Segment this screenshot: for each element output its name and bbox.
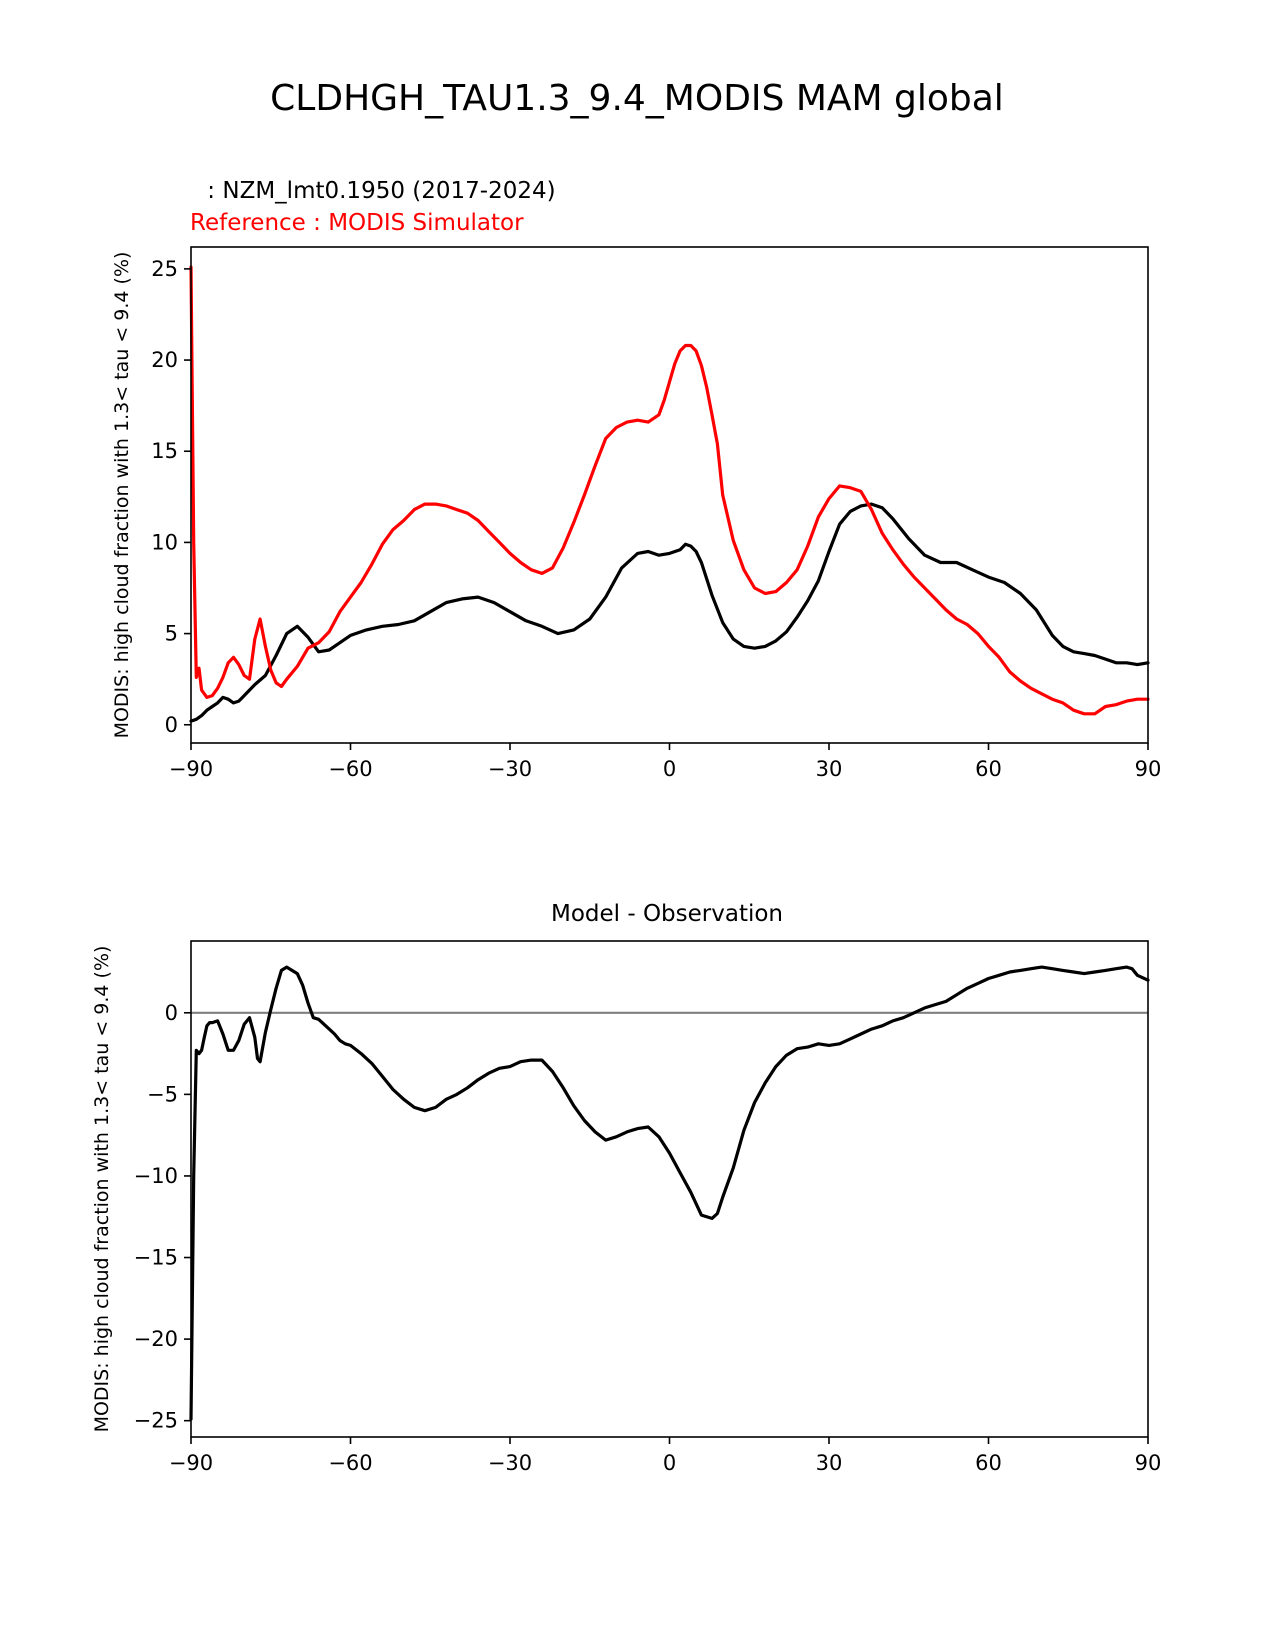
diff-x-tick-label: −90 — [169, 1451, 213, 1475]
top-x-tick-label: 90 — [1135, 757, 1162, 781]
figure-title: CLDHGH_TAU1.3_9.4_MODIS MAM global — [270, 78, 1004, 119]
diff-difference-line — [189, 965, 1150, 1421]
bottom-panel: −90 −60 −30 0 30 60 90 0 −5 −10 −15 −20 −25 MODIS: hi… — [91, 940, 1162, 1475]
model-label: : NZM_lmt0.1950 (2017-2024) — [200, 178, 556, 204]
diff-y-tick-label: 0 — [165, 1001, 178, 1025]
diff-x-tick-label: −30 — [488, 1451, 532, 1475]
top-x-tick-label: 30 — [816, 757, 843, 781]
diff-y-tick-label: −10 — [134, 1164, 178, 1188]
top-y-axis-label: MODIS: high cloud fraction with 1.3< tau… — [111, 252, 133, 739]
top-x-tick-label: −30 — [488, 757, 532, 781]
top-y-tick-label: 25 — [151, 257, 178, 281]
diff-y-tick-label: −15 — [134, 1246, 178, 1270]
top-y-tick-label: 15 — [151, 439, 178, 463]
diff-x-tick-label: 90 — [1135, 1451, 1162, 1475]
diff-x-tick-label: 30 — [816, 1451, 843, 1475]
diff-y-axis-label: MODIS: high cloud fraction with 1.3< tau… — [91, 946, 113, 1433]
top-y-tick-label: 0 — [165, 713, 178, 737]
top-x-tick-label: −90 — [169, 757, 213, 781]
reference-label: Reference : MODIS Simulator — [190, 210, 524, 236]
top-model-line — [189, 502, 1150, 723]
diff-x-tick-label: 0 — [663, 1451, 676, 1475]
diff-panel-title: Model - Observation — [551, 901, 783, 927]
top-x-tick-label: 60 — [975, 757, 1002, 781]
top-reference-line — [189, 265, 1150, 716]
top-y-tick-label: 5 — [165, 622, 178, 646]
diff-y-tick-label: −5 — [147, 1082, 178, 1106]
diff-y-tick-label: −20 — [134, 1327, 178, 1351]
diff-y-tick-label: −25 — [134, 1409, 178, 1433]
diff-x-tick-label: −60 — [328, 1451, 372, 1475]
diff-x-tick-label: 60 — [975, 1451, 1002, 1475]
top-panel: −90 −60 −30 0 30 60 90 0 5 10 15 20 25 MODIS: high cl… — [111, 246, 1162, 781]
top-x-tick-label: 0 — [663, 757, 676, 781]
top-y-tick-label: 20 — [151, 348, 178, 372]
top-y-tick-label: 10 — [151, 530, 178, 554]
top-x-tick-label: −60 — [328, 757, 372, 781]
